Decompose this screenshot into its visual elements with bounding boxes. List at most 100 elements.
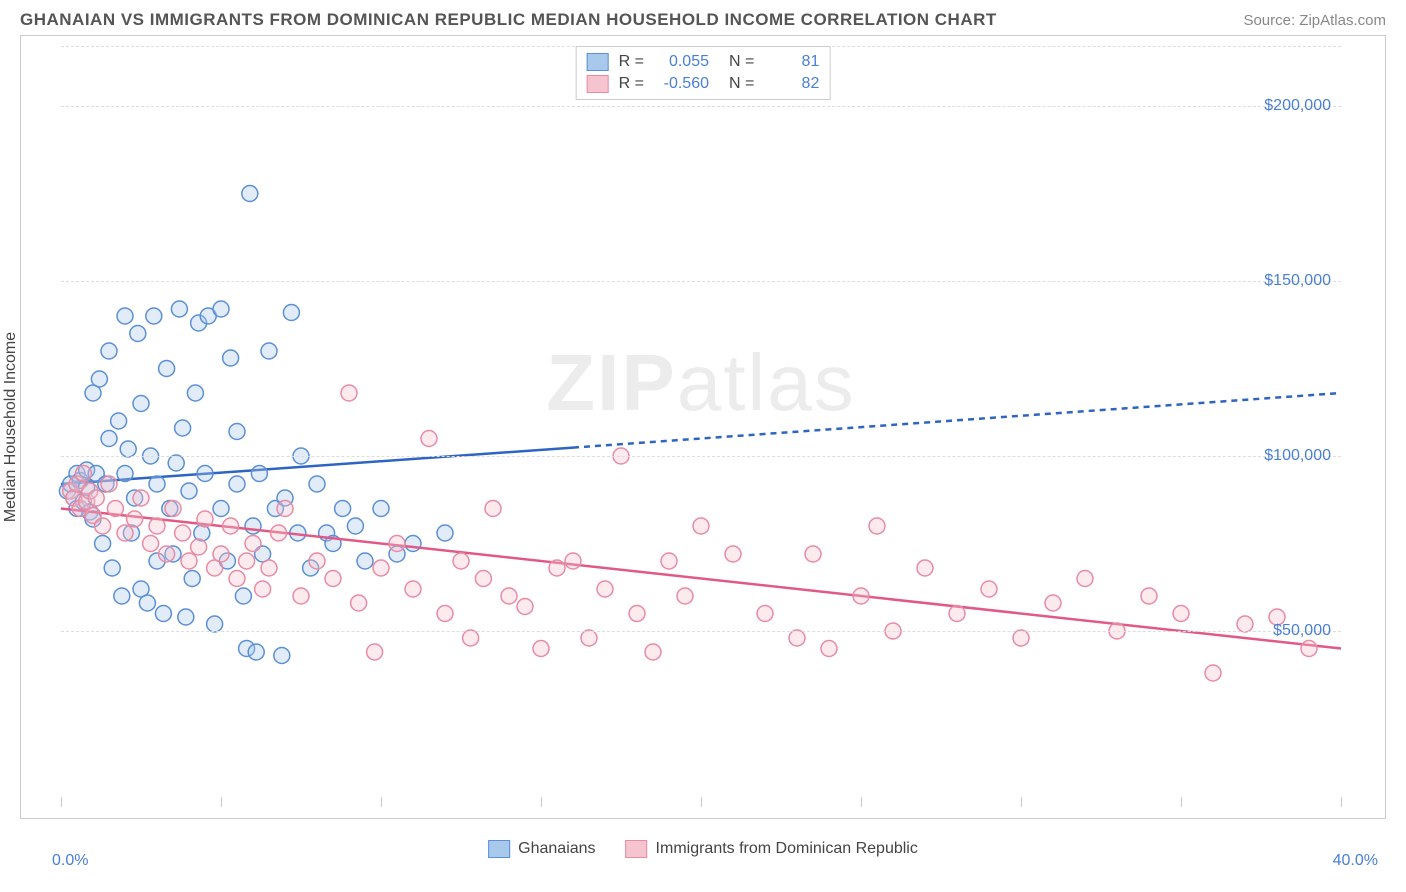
legend-label: Immigrants from Dominican Republic bbox=[656, 840, 918, 858]
data-point bbox=[175, 525, 191, 541]
data-point bbox=[207, 616, 223, 632]
r-value: 0.055 bbox=[654, 53, 709, 71]
data-point bbox=[367, 644, 383, 660]
r-label: R = bbox=[619, 53, 644, 71]
data-point bbox=[389, 536, 405, 552]
data-point bbox=[117, 308, 133, 324]
data-point bbox=[101, 343, 117, 359]
data-point bbox=[373, 560, 389, 576]
n-label: N = bbox=[729, 75, 754, 93]
x-tick bbox=[381, 797, 382, 807]
legend-item: Ghanaians bbox=[488, 840, 595, 858]
data-point bbox=[111, 413, 127, 429]
data-point bbox=[1045, 595, 1061, 611]
n-value: 82 bbox=[764, 75, 819, 93]
r-label: R = bbox=[619, 75, 644, 93]
data-point bbox=[325, 571, 341, 587]
plot-svg bbox=[61, 36, 1341, 806]
data-point bbox=[405, 536, 421, 552]
data-point bbox=[181, 483, 197, 499]
data-point bbox=[1205, 665, 1221, 681]
data-point bbox=[869, 518, 885, 534]
x-tick bbox=[1181, 797, 1182, 807]
correlation-row: R =0.055N =81 bbox=[587, 51, 820, 73]
data-point bbox=[629, 606, 645, 622]
data-point bbox=[159, 361, 175, 377]
data-point bbox=[645, 644, 661, 660]
data-point bbox=[75, 466, 91, 482]
r-value: -0.560 bbox=[654, 75, 709, 93]
data-point bbox=[149, 518, 165, 534]
legend-label: Ghanaians bbox=[518, 840, 595, 858]
data-point bbox=[181, 553, 197, 569]
data-point bbox=[229, 476, 245, 492]
gridline bbox=[61, 106, 1341, 107]
data-point bbox=[107, 501, 123, 517]
data-point bbox=[168, 455, 184, 471]
source-attribution: Source: ZipAtlas.com bbox=[1243, 12, 1386, 29]
data-point bbox=[805, 546, 821, 562]
data-point bbox=[101, 476, 117, 492]
data-point bbox=[104, 560, 120, 576]
data-point bbox=[517, 599, 533, 615]
data-point bbox=[101, 431, 117, 447]
data-point bbox=[271, 525, 287, 541]
data-point bbox=[149, 476, 165, 492]
data-point bbox=[178, 609, 194, 625]
y-tick-label: $150,000 bbox=[1264, 272, 1331, 290]
data-point bbox=[133, 490, 149, 506]
data-point bbox=[155, 606, 171, 622]
data-point bbox=[533, 641, 549, 657]
data-point bbox=[213, 546, 229, 562]
data-point bbox=[357, 553, 373, 569]
y-tick-label: $200,000 bbox=[1264, 97, 1331, 115]
x-tick bbox=[1021, 797, 1022, 807]
data-point bbox=[347, 518, 363, 534]
data-point bbox=[95, 536, 111, 552]
x-axis-max-label: 40.0% bbox=[1333, 852, 1378, 870]
data-point bbox=[853, 588, 869, 604]
data-point bbox=[501, 588, 517, 604]
data-point bbox=[581, 630, 597, 646]
y-tick-label: $50,000 bbox=[1273, 622, 1331, 640]
data-point bbox=[1173, 606, 1189, 622]
data-point bbox=[223, 518, 239, 534]
data-point bbox=[453, 553, 469, 569]
trend-line-dashed bbox=[573, 393, 1341, 448]
data-point bbox=[165, 501, 181, 517]
data-point bbox=[597, 581, 613, 597]
data-point bbox=[725, 546, 741, 562]
chart-title: GHANAIAN VS IMMIGRANTS FROM DOMINICAN RE… bbox=[20, 10, 997, 30]
data-point bbox=[661, 553, 677, 569]
data-point bbox=[949, 606, 965, 622]
data-point bbox=[255, 581, 271, 597]
data-point bbox=[248, 644, 264, 660]
gridline bbox=[61, 456, 1341, 457]
data-point bbox=[229, 424, 245, 440]
data-point bbox=[261, 343, 277, 359]
legend-swatch bbox=[587, 53, 609, 71]
data-point bbox=[139, 595, 155, 611]
legend-swatch bbox=[587, 75, 609, 93]
x-tick bbox=[61, 797, 62, 807]
data-point bbox=[251, 466, 267, 482]
data-point bbox=[114, 588, 130, 604]
legend-swatch bbox=[626, 840, 648, 858]
data-point bbox=[197, 466, 213, 482]
legend-swatch bbox=[488, 840, 510, 858]
data-point bbox=[175, 420, 191, 436]
chart-container: Median Household Income ZIPatlas $50,000… bbox=[20, 35, 1386, 819]
data-point bbox=[239, 553, 255, 569]
data-point bbox=[261, 560, 277, 576]
data-point bbox=[485, 501, 501, 517]
data-point bbox=[117, 525, 133, 541]
data-point bbox=[235, 588, 251, 604]
data-point bbox=[437, 525, 453, 541]
data-point bbox=[405, 581, 421, 597]
data-point bbox=[1077, 571, 1093, 587]
data-point bbox=[341, 385, 357, 401]
data-point bbox=[171, 301, 187, 317]
data-point bbox=[1301, 641, 1317, 657]
legend-item: Immigrants from Dominican Republic bbox=[626, 840, 918, 858]
data-point bbox=[91, 371, 107, 387]
